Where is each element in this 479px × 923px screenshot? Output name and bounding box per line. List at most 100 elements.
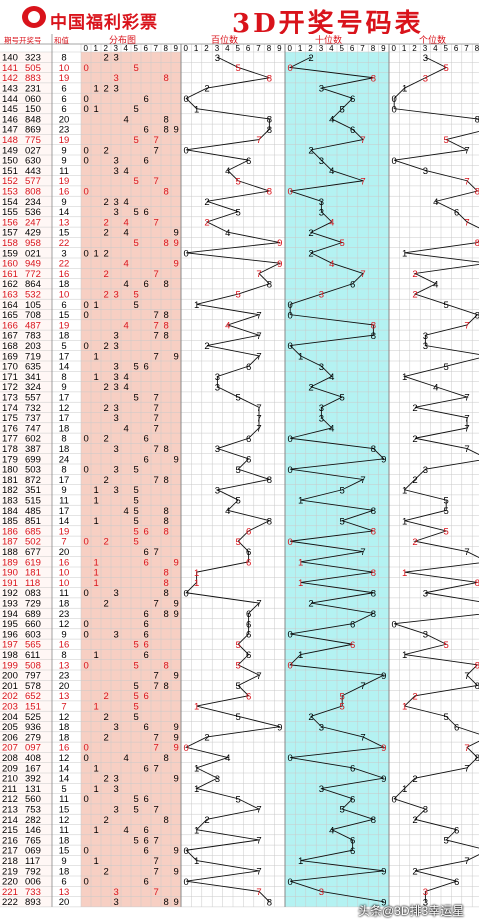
table-digit: 8	[267, 115, 272, 126]
draw-number: 775	[25, 135, 41, 146]
table-digit: 2	[412, 290, 417, 301]
dist-digit: 5	[134, 176, 139, 187]
table-digit: 8	[475, 753, 479, 764]
draw-number: 602	[25, 434, 41, 445]
table-digit: 7	[256, 671, 261, 682]
table-digit: 0	[288, 660, 293, 671]
table-digit-header: 7	[360, 44, 365, 53]
dist-digit: 6	[144, 722, 149, 733]
draw-number: 783	[25, 331, 41, 342]
sum-value: 8	[61, 434, 66, 445]
table-digit: 1	[194, 104, 199, 115]
dist-digit: 2	[104, 341, 109, 352]
sum-value: 17	[59, 475, 70, 486]
table-digit: 4	[225, 753, 230, 764]
draw-number: 851	[25, 516, 41, 527]
sum-value: 6	[61, 300, 66, 311]
dist-digit: 4	[124, 506, 129, 517]
dist-digit: 5	[134, 238, 139, 249]
draw-number: 619	[25, 557, 41, 568]
table-digit-header: 1	[194, 44, 199, 53]
table-digit: 3	[319, 156, 324, 167]
draw-number: 733	[25, 887, 41, 898]
sum-value: 9	[61, 197, 66, 208]
dist-digit: 8	[164, 568, 169, 579]
dist-digit: 0	[84, 588, 89, 599]
dist-digit: 2	[104, 599, 109, 610]
table-digit: 6	[246, 691, 251, 702]
sum-value: 13	[59, 691, 70, 702]
table-digit: 3	[423, 166, 428, 177]
dist-digit: 3	[114, 629, 119, 640]
table-digit: 3	[423, 588, 428, 599]
dist-digit: 8	[164, 187, 169, 198]
table-digit: 3	[215, 774, 220, 785]
dist-digit: 2	[104, 732, 109, 743]
period-number: 159	[2, 248, 18, 259]
table-digit: 3	[319, 413, 324, 424]
table-digit: 2	[308, 712, 313, 723]
table-digit: 2	[412, 403, 417, 414]
table-digit: 7	[464, 145, 469, 156]
table-digit: 4	[329, 218, 334, 229]
dist-digit: 0	[84, 300, 89, 311]
sum-value: 5	[61, 341, 66, 352]
table-digit: 0	[288, 63, 293, 74]
sum-value: 10	[59, 63, 70, 74]
table-digit: 8	[371, 444, 376, 455]
period-number: 172	[2, 382, 18, 393]
table-digit: 7	[256, 310, 261, 321]
table-digit: 1	[402, 372, 407, 383]
dist-digit: 2	[104, 217, 109, 228]
dist-digit-header: 9	[174, 44, 179, 53]
table-digit: 8	[371, 609, 376, 620]
period-number: 167	[2, 331, 18, 342]
draw-number: 508	[25, 660, 41, 671]
dist-digit: 8	[164, 310, 169, 321]
table-digit: 4	[329, 115, 334, 126]
sum-value: 22	[59, 238, 70, 249]
table-digit: 2	[204, 733, 209, 744]
table-digit: 6	[246, 434, 251, 445]
draw-number: 021	[25, 248, 41, 259]
dist-digit: 8	[164, 125, 169, 136]
sum-value: 23	[59, 609, 70, 620]
table-digit: 7	[464, 218, 469, 229]
dist-digit: 8	[164, 114, 169, 125]
dist-digit: 5	[134, 640, 139, 651]
dist-digit: 0	[84, 537, 89, 548]
dist-digit: 8	[164, 815, 169, 826]
dist-digit: 3	[114, 84, 119, 95]
table-digit: 5	[236, 640, 241, 651]
dist-digit: 2	[104, 774, 109, 785]
dist-digit: 8	[164, 681, 169, 692]
dist-digit: 0	[84, 629, 89, 640]
table-digit: 1	[402, 650, 407, 661]
period-number: 203	[2, 702, 18, 713]
dist-digit: 1	[94, 568, 99, 579]
sum-value: 8	[61, 372, 66, 383]
dist-digit: 2	[104, 815, 109, 826]
draw-number: 603	[25, 629, 41, 640]
table-digit: 4	[329, 424, 334, 435]
draw-number: 502	[25, 537, 41, 548]
dist-digit: 1	[94, 351, 99, 362]
dist-digit: 7	[154, 671, 159, 682]
draw-number: 181	[25, 568, 41, 579]
draw-number: 893	[25, 897, 41, 908]
table-digit: 1	[402, 248, 407, 259]
sum-value: 12	[59, 815, 70, 826]
dist-digit: 7	[154, 444, 159, 455]
table-digit: 6	[350, 846, 355, 857]
dist-digit: 1	[94, 84, 99, 95]
dist-digit: 1	[94, 104, 99, 115]
draw-number: 282	[25, 815, 41, 826]
table-digit: 7	[464, 743, 469, 754]
table-digit: 7	[464, 321, 469, 332]
table-digit: 3	[215, 444, 220, 455]
dist-digit: 3	[114, 382, 119, 393]
dist-digit: 0	[84, 660, 89, 671]
table-digit: 5	[236, 794, 241, 805]
dist-digit: 1	[94, 372, 99, 383]
table-digit: 6	[246, 362, 251, 373]
